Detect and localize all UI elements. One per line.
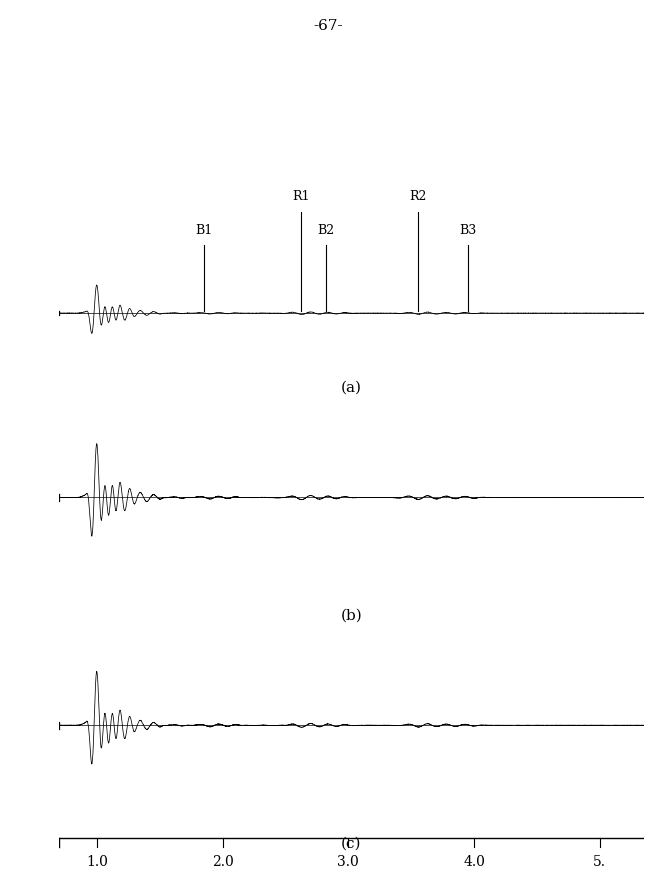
Text: R2: R2 — [409, 190, 426, 203]
Text: (a): (a) — [341, 381, 362, 395]
Text: 1.0: 1.0 — [86, 855, 108, 869]
Text: R1: R1 — [292, 190, 309, 203]
Text: (c): (c) — [341, 836, 362, 850]
Text: 5.: 5. — [593, 855, 606, 869]
Text: B2: B2 — [317, 224, 334, 237]
Text: 4.0: 4.0 — [463, 855, 485, 869]
Text: B1: B1 — [195, 224, 212, 237]
Text: (b): (b) — [340, 608, 363, 623]
Text: 3.0: 3.0 — [338, 855, 359, 869]
Text: 2.0: 2.0 — [212, 855, 233, 869]
Text: -67-: -67- — [313, 19, 344, 34]
Text: B3: B3 — [459, 224, 476, 237]
